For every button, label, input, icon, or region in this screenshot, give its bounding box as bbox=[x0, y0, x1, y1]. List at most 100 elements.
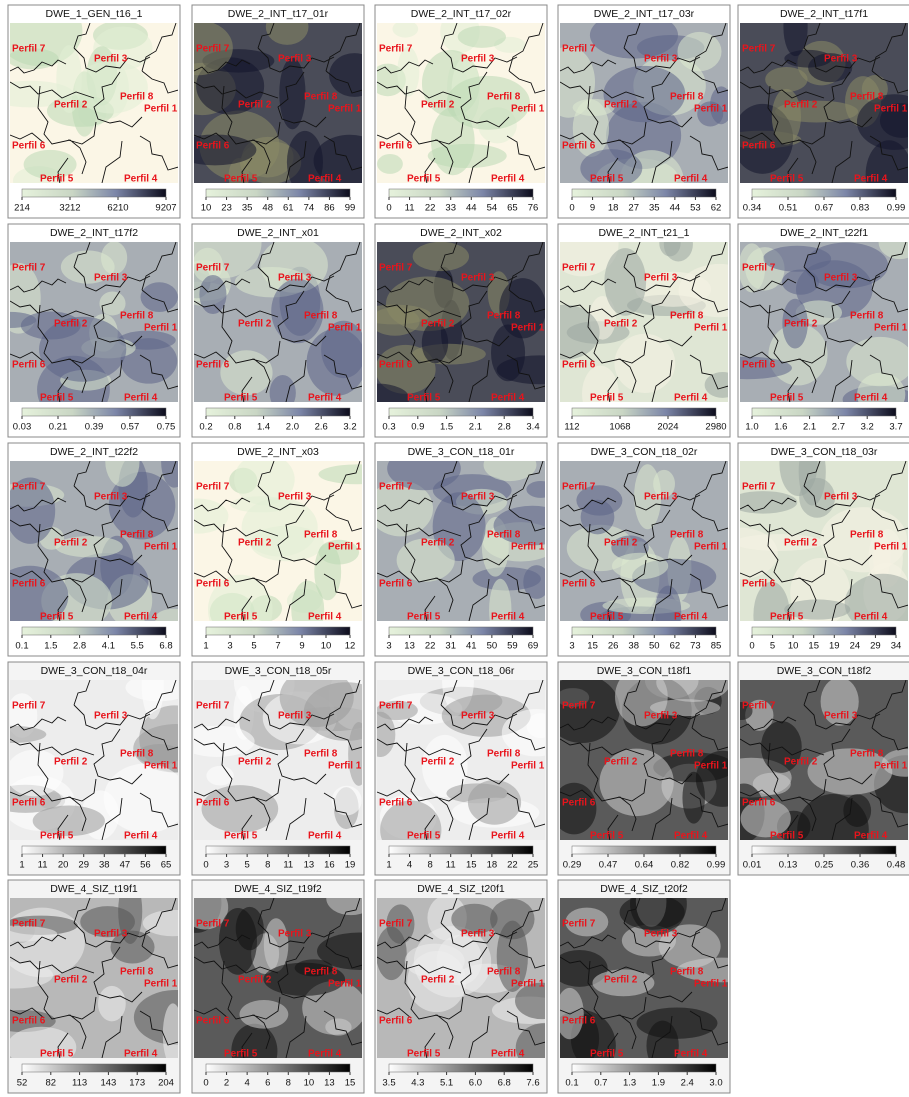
colorbar-label: 0.01 bbox=[743, 860, 762, 871]
profile-label: Perfil 8 bbox=[487, 311, 521, 322]
map-patch bbox=[614, 334, 675, 393]
profile-label: Perfil 2 bbox=[54, 975, 88, 986]
map-patch bbox=[279, 58, 305, 129]
panel-title: DWE_3_CON_t18_03r bbox=[771, 446, 878, 458]
map-patch bbox=[526, 481, 555, 498]
colorbar bbox=[572, 1064, 716, 1072]
profile-label: Perfil 6 bbox=[379, 141, 413, 152]
map-panel: DWE_2_INT_x03Perfil 7Perfil 3Perfil 8Per… bbox=[168, 443, 396, 656]
map-panel: DWE_2_INT_t22f1Perfil 7Perfil 3Perfil 8P… bbox=[703, 224, 909, 437]
profile-label: Perfil 7 bbox=[562, 44, 596, 55]
profile-label: Perfil 8 bbox=[304, 749, 338, 760]
colorbar bbox=[206, 627, 350, 635]
profile-label: Perfil 7 bbox=[196, 44, 230, 55]
colorbar bbox=[752, 627, 896, 635]
colorbar-label: 3.2 bbox=[343, 422, 356, 433]
profile-label: Perfil 3 bbox=[94, 711, 128, 722]
profile-label: Perfil 1 bbox=[874, 542, 908, 553]
colorbar-label: 22 bbox=[507, 860, 518, 871]
colorbar-label: 59 bbox=[507, 641, 518, 652]
profile-label: Perfil 8 bbox=[670, 311, 704, 322]
map-area: Perfil 7Perfil 3Perfil 8Perfil 2Perfil 1… bbox=[545, 662, 750, 841]
profile-label: Perfil 7 bbox=[196, 482, 230, 493]
colorbar-label: 2.8 bbox=[73, 641, 86, 652]
profile-label: Perfil 4 bbox=[124, 612, 158, 623]
colorbar-label: 15 bbox=[587, 641, 598, 652]
map-panel: DWE_3_CON_t18f2Perfil 7Perfil 3Perfil 8P… bbox=[711, 662, 909, 875]
profile-label: Perfil 8 bbox=[850, 530, 884, 541]
colorbar-label: 86 bbox=[324, 203, 335, 214]
panel-title: DWE_2_INT_t17_02r bbox=[411, 8, 512, 20]
colorbar bbox=[572, 627, 716, 635]
profile-label: Perfil 8 bbox=[670, 967, 704, 978]
profile-label: Perfil 5 bbox=[224, 612, 258, 623]
map-area: Perfil 7Perfil 3Perfil 8Perfil 2Perfil 1… bbox=[546, 873, 766, 1081]
profile-label: Perfil 5 bbox=[224, 393, 258, 404]
profile-label: Perfil 4 bbox=[124, 1049, 158, 1060]
colorbar-label: 1.6 bbox=[774, 422, 787, 433]
map-patch bbox=[604, 248, 646, 316]
colorbar-label: 29 bbox=[78, 860, 89, 871]
map-patch bbox=[843, 794, 871, 827]
colorbar-label: 2 bbox=[224, 1078, 229, 1089]
profile-label: Perfil 8 bbox=[670, 530, 704, 541]
profile-label: Perfil 2 bbox=[784, 757, 818, 768]
colorbar-label: 4.3 bbox=[411, 1078, 424, 1089]
colorbar-label: 0.25 bbox=[815, 860, 834, 871]
profile-label: Perfil 4 bbox=[674, 831, 708, 842]
colorbar-label: 0.51 bbox=[779, 203, 798, 214]
profile-label: Perfil 5 bbox=[590, 393, 624, 404]
profile-label: Perfil 2 bbox=[604, 100, 638, 111]
profile-label: Perfil 5 bbox=[770, 393, 804, 404]
profile-label: Perfil 8 bbox=[304, 311, 338, 322]
profile-label: Perfil 5 bbox=[407, 393, 441, 404]
colorbar-label: 74 bbox=[304, 203, 315, 214]
profile-label: Perfil 2 bbox=[784, 100, 818, 111]
colorbar-label: 0.34 bbox=[743, 203, 762, 214]
profile-label: Perfil 4 bbox=[491, 174, 525, 185]
colorbar-label: 112 bbox=[564, 422, 579, 433]
map-patch bbox=[765, 67, 807, 92]
colorbar-label: 0.1 bbox=[565, 1078, 578, 1089]
profile-label: Perfil 2 bbox=[54, 100, 88, 111]
profile-label: Perfil 3 bbox=[278, 273, 312, 284]
colorbar-label: 11 bbox=[446, 860, 456, 871]
colorbar-label: 214 bbox=[14, 203, 30, 214]
profile-label: Perfil 2 bbox=[784, 319, 818, 330]
colorbar-label: 62 bbox=[711, 203, 722, 214]
profile-label: Perfil 4 bbox=[854, 831, 888, 842]
map-area: Perfil 7Perfil 3Perfil 8Perfil 2Perfil 1… bbox=[542, 12, 732, 213]
profile-label: Perfil 2 bbox=[604, 538, 638, 549]
profile-label: Perfil 5 bbox=[407, 612, 441, 623]
profile-label: Perfil 5 bbox=[407, 1049, 441, 1060]
colorbar-label: 12 bbox=[345, 641, 356, 652]
panel-title: DWE_4_SIZ_t19f1 bbox=[50, 883, 138, 895]
map-area: Perfil 7Perfil 3Perfil 8Perfil 2Perfil 1… bbox=[0, 241, 182, 423]
colorbar-label: 0.82 bbox=[671, 860, 690, 871]
profile-label: Perfil 6 bbox=[12, 1016, 46, 1027]
profile-label: Perfil 3 bbox=[278, 711, 312, 722]
profile-label: Perfil 6 bbox=[379, 1016, 413, 1027]
map-patch bbox=[325, 1018, 351, 1035]
profile-label: Perfil 2 bbox=[238, 100, 272, 111]
profile-label: Perfil 5 bbox=[770, 612, 804, 623]
map-area: Perfil 7Perfil 3Perfil 8Perfil 2Perfil 1… bbox=[0, 436, 193, 629]
profile-label: Perfil 1 bbox=[144, 761, 178, 772]
colorbar-label: 1.5 bbox=[440, 422, 453, 433]
profile-label: Perfil 4 bbox=[854, 393, 888, 404]
profile-label: Perfil 5 bbox=[224, 1049, 258, 1060]
map-area: Perfil 7Perfil 3Perfil 8Perfil 2Perfil 1… bbox=[368, 447, 571, 642]
profile-label: Perfil 3 bbox=[94, 273, 128, 284]
profile-label: Perfil 4 bbox=[674, 174, 708, 185]
colorbar-label: 73 bbox=[690, 641, 701, 652]
colorbar-label: 50 bbox=[649, 641, 660, 652]
profile-label: Perfil 7 bbox=[379, 44, 413, 55]
profile-label: Perfil 6 bbox=[196, 798, 230, 809]
profile-label: Perfil 7 bbox=[12, 482, 46, 493]
profile-label: Perfil 5 bbox=[224, 174, 258, 185]
colorbar-label: 15 bbox=[345, 1078, 356, 1089]
profile-label: Perfil 7 bbox=[562, 701, 596, 712]
